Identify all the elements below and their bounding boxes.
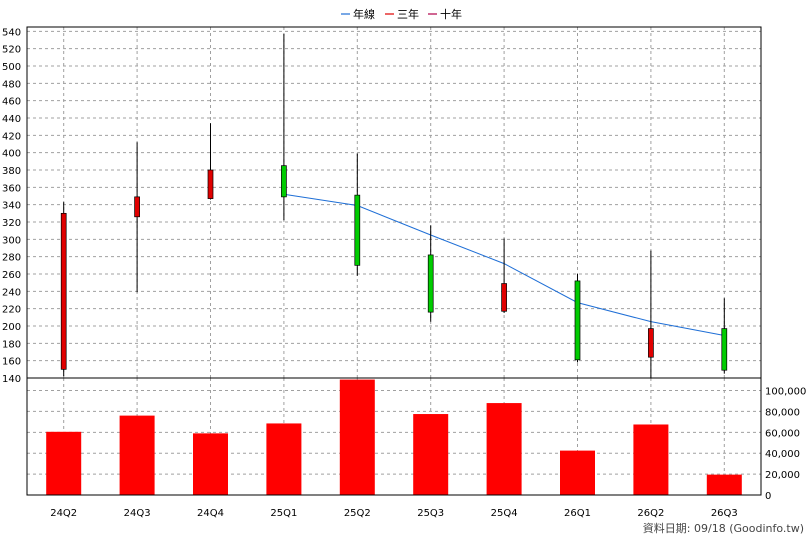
candlestick (648, 250, 654, 379)
candlestick (134, 142, 140, 293)
volume-tick-label: 60,000 (765, 428, 800, 439)
volume-bar (193, 433, 228, 495)
x-axis: 24Q2 24Q3 24Q4 25Q1 25Q2 25Q3 25Q4 26Q1 26Q2 26Q3 (50, 508, 738, 519)
x-tick-label: 24Q4 (197, 508, 224, 519)
volume-tick-label: 40,000 (765, 449, 800, 460)
price-tick-label: 160 (2, 357, 21, 368)
price-tick-label: 340 (2, 201, 21, 212)
x-tick-label: 25Q2 (344, 508, 371, 519)
candle-body-down (574, 280, 581, 361)
candle-body-up (134, 196, 140, 218)
candle-body-up (648, 328, 654, 358)
candle-body-up (60, 212, 67, 370)
volume-bars (46, 379, 742, 495)
candlestick (281, 33, 287, 221)
price-tick-label: 260 (2, 270, 21, 281)
x-tick-label: 24Q3 (124, 508, 151, 519)
price-tick-label: 540 (2, 27, 21, 38)
volume-bar (706, 474, 742, 495)
candle-body-down (721, 328, 728, 371)
legend: 年線 三年 十年 (341, 7, 462, 21)
price-y-axis: 140 160 180 200 220 240 260 280 300 320 340 360 380 4… (2, 27, 21, 385)
volume-y-axis: 0 20,000 40,000 60,000 80,000 100,000 (765, 387, 806, 502)
x-tick-label: 25Q4 (491, 508, 518, 519)
volume-tick-label: 100,000 (765, 387, 806, 398)
price-tick-label: 200 (2, 322, 21, 333)
volume-bar (119, 415, 155, 495)
data-date-footer: 資料日期: 09/18 (Goodinfo.tw) (643, 521, 804, 535)
x-tick-label: 26Q2 (637, 508, 664, 519)
price-tick-label: 480 (2, 79, 21, 90)
volume-bar (413, 414, 449, 495)
volume-bar (486, 403, 522, 495)
legend-label: 三年 (397, 7, 419, 21)
price-tick-label: 220 (2, 305, 21, 316)
x-tick-label: 26Q3 (711, 508, 738, 519)
price-tick-label: 360 (2, 183, 21, 194)
x-tick-label: 25Q1 (270, 508, 297, 519)
price-tick-label: 140 (2, 374, 21, 385)
price-tick-label: 500 (2, 62, 21, 73)
legend-label: 年線 (353, 7, 375, 21)
x-tick-label: 25Q3 (417, 508, 444, 519)
price-tick-label: 180 (2, 339, 21, 350)
candlestick (354, 153, 361, 276)
volume-panel-frame (26, 377, 762, 496)
candlestick (721, 298, 728, 374)
candlestick (427, 225, 434, 322)
candlestick (207, 123, 214, 200)
candle-body-down (354, 194, 361, 266)
price-tick-label: 380 (2, 166, 21, 177)
legend-label: 十年 (440, 7, 462, 21)
volume-bar (46, 431, 82, 495)
volume-bar (560, 450, 595, 495)
price-tick-label: 520 (2, 45, 21, 56)
candlestick (60, 202, 67, 377)
price-tick-label: 300 (2, 235, 21, 246)
plot-frames (26, 26, 762, 496)
volume-tick-label: 0 (765, 491, 771, 502)
price-tick-label: 400 (2, 149, 21, 160)
volume-bar (633, 424, 669, 495)
volume-bar (339, 379, 375, 495)
price-tick-label: 240 (2, 287, 21, 298)
candle-body-down (427, 254, 434, 313)
candlestick (574, 274, 581, 363)
price-tick-label: 420 (2, 131, 21, 142)
candle-body-up (501, 283, 507, 312)
candlestick (501, 238, 507, 313)
price-tick-label: 460 (2, 97, 21, 108)
candle-body-up (207, 169, 214, 199)
x-tick-label: 26Q1 (564, 508, 591, 519)
price-tick-label: 320 (2, 218, 21, 229)
volume-tick-label: 20,000 (765, 470, 800, 481)
volume-bar (266, 423, 302, 495)
candle-body-down (281, 165, 287, 198)
candlesticks (60, 33, 728, 379)
price-tick-label: 280 (2, 253, 21, 264)
x-tick-label: 24Q2 (50, 508, 77, 519)
price-tick-label: 440 (2, 114, 21, 125)
volume-tick-label: 80,000 (765, 407, 800, 418)
